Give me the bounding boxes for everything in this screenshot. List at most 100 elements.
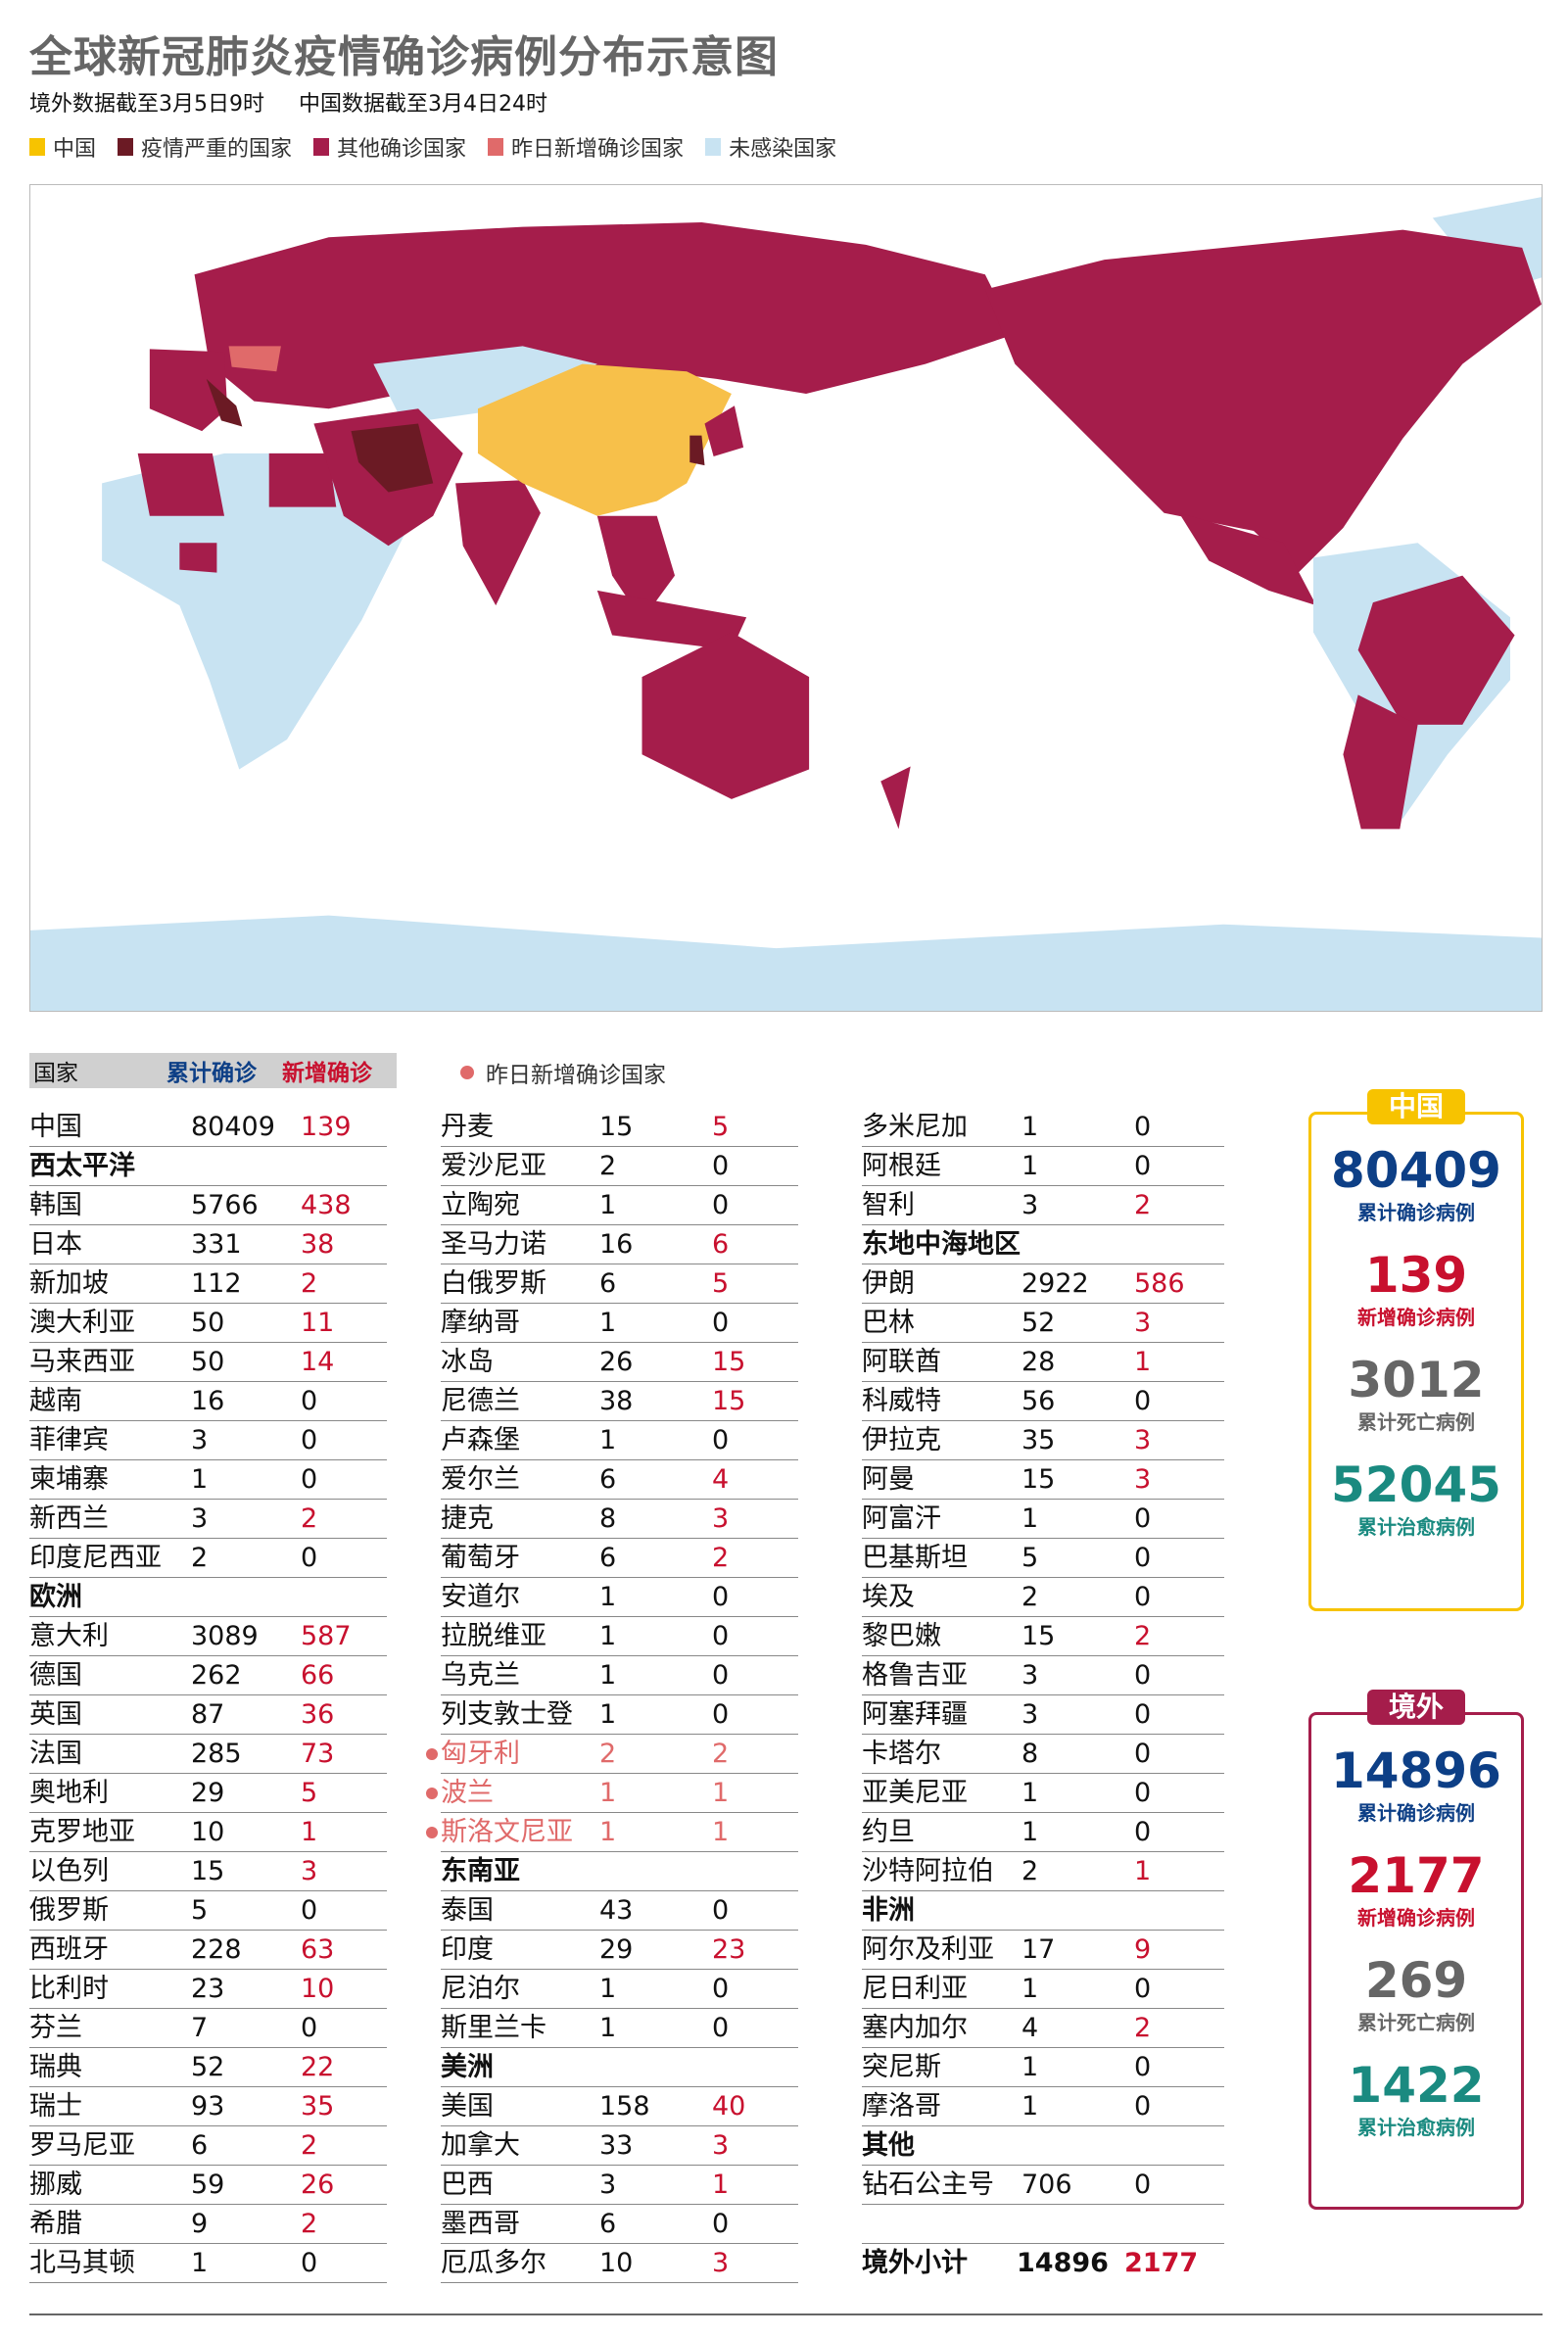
table-row: 俄罗斯 5 0 [29,1891,387,1931]
new-cases: 36 [301,1699,335,1730]
stat-label: 累计确诊病例 [1357,1801,1475,1825]
region-header: 非洲 [862,1891,1224,1931]
new-country-legend: 昨日新增确诊国家 [460,1056,666,1089]
new-cases: 40 [712,2091,746,2122]
table-row: 西班牙 228 63 [29,1931,387,1970]
new-cases: 3 [712,2248,730,2278]
table-row: 罗马尼亚 6 2 [29,2126,387,2166]
north-america-region [984,229,1542,573]
stat-label: 累计治愈病例 [1357,2116,1475,2139]
table-row: 伊拉克 35 3 [862,1421,1224,1460]
table-row: 中国 80409 139 [29,1108,387,1147]
new-cases: 0 [1134,1543,1152,1573]
new-cases: 63 [301,1934,335,1965]
table-row: 列支敦士登 1 0 [441,1695,798,1735]
region-header: 东地中海地区 [862,1225,1224,1264]
table-row: 美国 158 40 [441,2087,798,2126]
table-row: 菲律宾 3 0 [29,1421,387,1460]
table-row: 拉脱维亚 1 0 [441,1617,798,1656]
country-name: 澳大利亚 [29,1308,135,1338]
table-row: 卡塔尔 8 0 [862,1735,1224,1774]
table-row: 比利时 23 10 [29,1970,387,2009]
country-name: 阿尔及利亚 [862,1934,994,1965]
table-row: 约旦 1 0 [862,1813,1224,1852]
legend-label: 疫情严重的国家 [141,137,293,162]
divider [29,2313,1543,2315]
table-row: 巴林 52 3 [862,1304,1224,1343]
new-country-legend-label: 昨日新增确诊国家 [486,1063,666,1088]
country-name: 尼日利亚 [862,1974,968,2004]
table-row: 日本 331 38 [29,1225,387,1264]
country-name: 英国 [29,1699,82,1730]
new-cases: 2 [712,1543,730,1573]
summary-stat: 3012 累计死亡病例 [1311,1354,1521,1435]
country-name: 美洲 [441,2052,494,2082]
table-row: 智利 3 2 [862,1186,1224,1225]
new-cases: 0 [1134,2052,1152,2082]
country-name: 约旦 [862,1817,915,1847]
country-name: 沙特阿拉伯 [862,1856,994,1886]
new-cases: 15 [712,1386,746,1416]
total-cases: 1 [1022,1974,1039,2004]
total-cases: 43 [599,1895,634,1926]
country-name: 钻石公主号 [862,2170,994,2200]
table-row: 墨西哥 6 0 [441,2205,798,2244]
new-cases: 5 [712,1112,730,1142]
new-cases: 0 [712,1621,730,1651]
total-cases: 56 [1022,1386,1056,1416]
new-cases: 3 [712,2130,730,2161]
country-name: 俄罗斯 [29,1895,109,1926]
country-name: 黎巴嫩 [862,1621,941,1651]
country-name: 欧洲 [29,1582,82,1612]
page-title: 全球新冠肺炎疫情确诊病例分布示意图 [29,32,779,82]
total-cases: 1 [191,1464,209,1495]
country-name: 科威特 [862,1386,941,1416]
country-name: 泰国 [441,1895,494,1926]
table-row: 印度尼西亚 2 0 [29,1539,387,1578]
table-row: 爱沙尼亚 2 0 [441,1147,798,1186]
region-header: 欧洲 [29,1578,387,1617]
new-country-dot-icon [426,1827,438,1838]
country-name: 斯洛文尼亚 [441,1817,573,1847]
new-cases: 1 [1134,1347,1152,1377]
new-cases: 3 [301,1856,318,1886]
country-name: 斯里兰卡 [441,2013,546,2043]
legend-swatch-icon [118,138,134,156]
legend-swatch-icon [29,138,45,156]
country-name: 拉脱维亚 [441,1621,546,1651]
country-name: 白俄罗斯 [441,1268,546,1299]
stat-value: 2177 [1348,1847,1485,1904]
table-row: 格鲁吉亚 3 0 [862,1656,1224,1695]
total-cases: 706 [1022,2170,1072,2200]
new-cases: 3 [712,1503,730,1534]
new-cases: 26 [301,2170,335,2200]
table-row: 加拿大 33 3 [441,2126,798,2166]
total-cases: 1 [599,1621,617,1651]
new-cases: 10 [301,1974,335,2004]
total-cases: 8 [1022,1739,1039,1769]
new-cases: 0 [712,1151,730,1181]
stat-label: 新增确诊病例 [1357,1906,1475,1930]
hungary-region [228,346,281,372]
data-timestamp: 境外数据截至3月5日9时 中国数据截至3月4日24时 [29,86,547,118]
total-cases: 50 [191,1308,225,1338]
table-row [862,2205,1224,2244]
country-name: 奥地利 [29,1778,109,1808]
new-cases: 2 [301,1268,318,1299]
country-name: 亚美尼亚 [862,1778,968,1808]
dot-icon [460,1066,474,1079]
new-cases: 5 [301,1778,318,1808]
total-cases: 1 [1022,1503,1039,1534]
total-cases: 3 [599,2170,617,2200]
total-cases: 262 [191,1660,242,1691]
total-cases: 93 [191,2091,225,2122]
total-cases: 16 [191,1386,225,1416]
stat-label: 新增确诊病例 [1357,1306,1475,1329]
new-country-dot-icon [426,1788,438,1799]
stat-value: 139 [1364,1247,1468,1304]
country-name: 罗马尼亚 [29,2130,135,2161]
new-cases: 3 [1134,1425,1152,1455]
summary-stat: 80409 累计确诊病例 [1311,1144,1521,1225]
legend-label: 中国 [53,137,97,162]
table-row: 瑞士 93 35 [29,2087,387,2126]
